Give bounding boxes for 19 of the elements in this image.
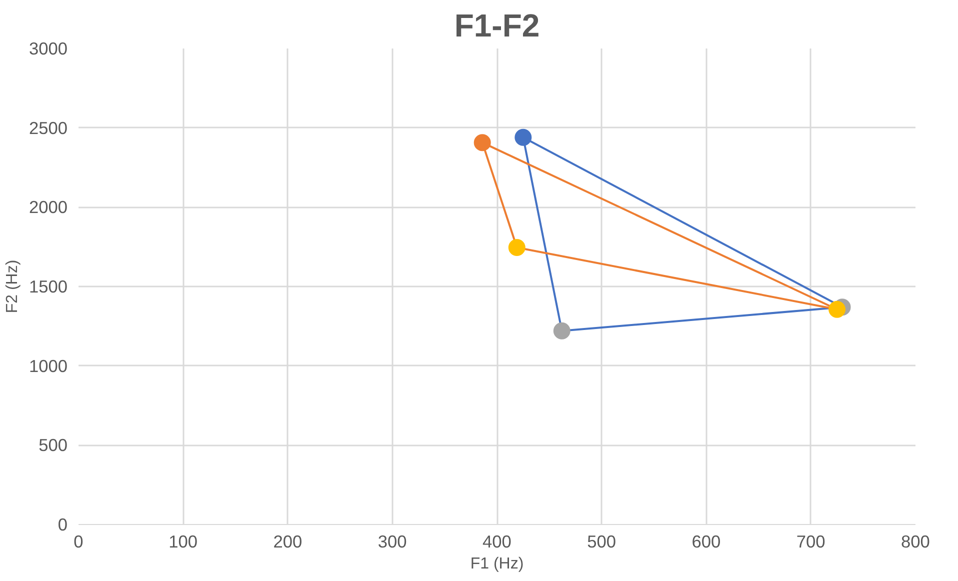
x-tick-label: 700: [796, 532, 826, 552]
y-tick-label: 3000: [28, 38, 68, 58]
x-tick-label: 0: [74, 532, 84, 552]
x-tick-label: 300: [378, 532, 407, 552]
x-tick-label: 200: [273, 532, 302, 552]
y-tick-label: 1500: [28, 276, 68, 296]
y-tick-label: 2500: [28, 118, 68, 138]
x-tick-label: 500: [587, 532, 616, 552]
y-axis-title: F2 (Hz): [4, 260, 21, 314]
x-axis-title: F1 (Hz): [470, 556, 524, 572]
y-tick-label: 2000: [28, 197, 68, 218]
y-tick-label: 0: [58, 514, 68, 534]
x-tick-label: 600: [692, 532, 721, 552]
x-tick-label: 800: [901, 532, 930, 552]
y-tick-label: 1000: [28, 356, 68, 376]
x-tick-label: 100: [168, 532, 198, 552]
x-tick-label: 400: [482, 532, 512, 552]
chart-title: F1-F2: [454, 8, 540, 44]
y-tick-label: 500: [38, 435, 68, 456]
